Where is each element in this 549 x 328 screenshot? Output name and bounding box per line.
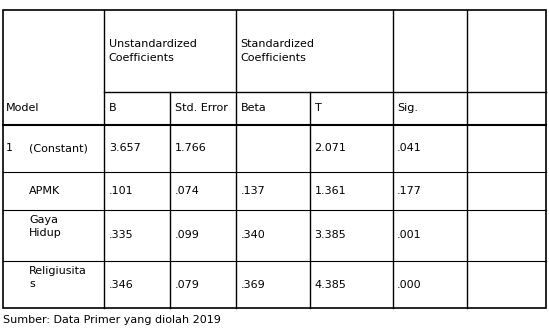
Text: .001: .001: [397, 230, 422, 240]
Text: Gaya
Hidup: Gaya Hidup: [29, 215, 62, 238]
Text: 4.385: 4.385: [315, 279, 346, 290]
Text: .369: .369: [240, 279, 265, 290]
Text: .000: .000: [397, 279, 422, 290]
Text: .340: .340: [240, 230, 265, 240]
Text: Religiusita
s: Religiusita s: [29, 266, 87, 289]
Text: .335: .335: [109, 230, 133, 240]
Text: 1: 1: [5, 143, 13, 154]
Text: .079: .079: [175, 279, 199, 290]
Text: 3.385: 3.385: [315, 230, 346, 240]
Text: Model: Model: [5, 103, 39, 113]
Text: 2.071: 2.071: [315, 143, 346, 154]
Text: Std. Error: Std. Error: [175, 103, 227, 113]
Text: 1.766: 1.766: [175, 143, 206, 154]
Text: (Constant): (Constant): [29, 143, 88, 154]
Text: Sumber: Data Primer yang diolah 2019: Sumber: Data Primer yang diolah 2019: [3, 315, 221, 325]
Text: .041: .041: [397, 143, 422, 154]
Text: Standardized
Coefficients: Standardized Coefficients: [240, 39, 315, 63]
Text: .177: .177: [397, 186, 422, 196]
Text: Beta: Beta: [240, 103, 266, 113]
Text: T: T: [315, 103, 321, 113]
Text: Unstandardized
Coefficients: Unstandardized Coefficients: [109, 39, 197, 63]
Text: .101: .101: [109, 186, 133, 196]
Text: 3.657: 3.657: [109, 143, 141, 154]
Text: Sig.: Sig.: [397, 103, 418, 113]
Text: .074: .074: [175, 186, 199, 196]
Text: B: B: [109, 103, 116, 113]
Text: 1.361: 1.361: [315, 186, 346, 196]
Text: .099: .099: [175, 230, 199, 240]
Text: .346: .346: [109, 279, 133, 290]
Text: APMK: APMK: [29, 186, 60, 196]
Text: .137: .137: [240, 186, 265, 196]
